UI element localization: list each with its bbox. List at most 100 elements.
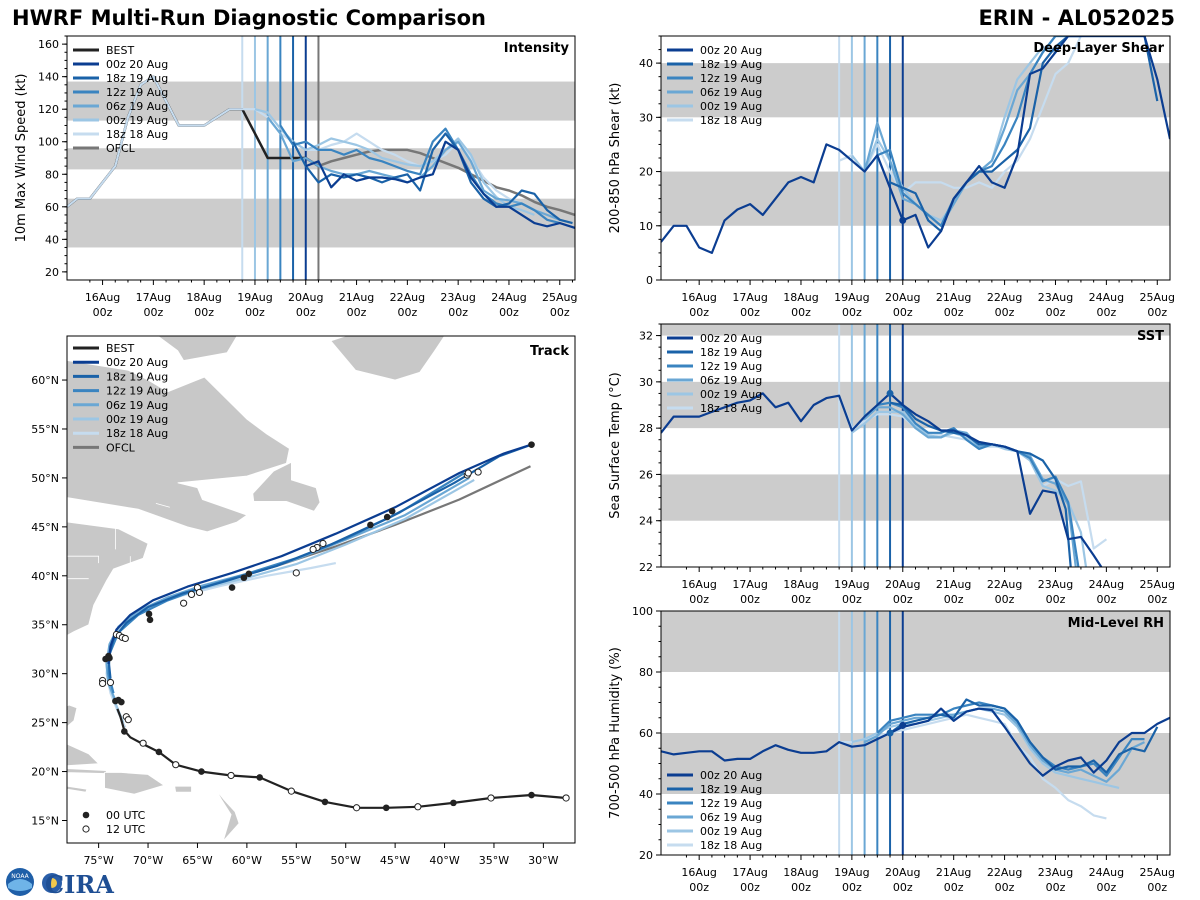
land-2 [252,461,321,512]
legend-label: 06z 19 Aug [700,811,762,824]
init-marker [886,389,894,397]
x-tick-label: 00z [1046,881,1066,894]
x-tick-label: 17Aug [732,578,767,591]
x-tick-label: 00z [791,306,811,319]
y-tick-label: 120 [38,103,59,116]
init-marker [886,729,894,737]
series-00z-20-aug [661,707,1170,777]
marker-12utc [292,569,300,577]
legend-label: 18z 19 Aug [700,783,762,796]
y-tick-label: 60°N [31,374,59,387]
x-tick-label: 60°W [232,854,262,867]
x-tick-label: 19Aug [834,866,869,879]
land-11 [67,704,78,728]
x-tick-label: 18Aug [783,578,818,591]
marker-12utc [474,468,482,476]
panel-rh: 20 40 60 80 100 16Aug 00z 17Aug 00z 18Aug 00z 19Aug… [608,605,1175,894]
y-tick-label: 30 [639,376,653,389]
plot-frame [66,335,576,844]
x-tick-label: 16Aug [681,291,716,304]
x-tick-label: 22Aug [987,578,1022,591]
marker-00utc [146,616,154,624]
y-axis-label: 200-850 hPa Shear (kt) [608,83,623,234]
marker-12utc [180,599,188,607]
land-9 [215,789,240,842]
legend-marker-12utc [82,825,90,833]
marker-12utc [172,761,180,769]
x-tick-label: 00z [740,881,760,894]
x-tick-label: 24Aug [1089,578,1124,591]
marker-00utc [106,654,113,662]
x-tick-label: 00z [499,306,519,319]
legend-label: OFCL [106,142,136,155]
legend-marker-00utc [82,811,90,819]
legend-label: 00z 20 Aug [106,58,168,71]
y-tick-label: 55°N [31,423,59,436]
marker-12utc [98,679,107,688]
legend-label: 12z 19 Aug [700,797,762,810]
marker-12utc [352,804,361,812]
x-tick-label: 19Aug [834,578,869,591]
marker-00utc [388,507,396,515]
x-tick-label: 17Aug [136,291,171,304]
init-marker [899,216,907,224]
x-tick-label: 00z [893,306,913,319]
panel-intensity: 20 40 60 80 100 120 140 160 16Aug 00z 17Aug 00z 18Au… [14,35,578,319]
marker-00utc [528,791,535,799]
band-2 [661,324,1170,336]
cira-logo: CIRA [42,870,114,898]
x-tick-label: 25Aug [1140,291,1175,304]
marker-12utc [414,803,422,811]
y-tick-label: 60 [639,727,653,740]
series-00z-20-aug [661,392,1103,567]
x-tick-label: 16Aug [681,578,716,591]
band-0 [661,474,1170,521]
legend-label: 00z 20 Aug [700,332,762,345]
marker-00utc [145,610,153,618]
marker-00utc [198,768,205,775]
series-18z-19-aug [889,698,1159,774]
legend-label: 12 UTC [106,823,146,836]
marker-00utc [155,748,163,756]
legend-label: 06z 19 Aug [700,86,762,99]
y-tick-label: 80 [45,168,59,181]
x-tick-label: 00z [1147,593,1167,606]
legend-label: 00 UTC [106,809,146,822]
series-18z-19-aug [292,132,573,225]
y-tick-label: 100 [632,605,653,618]
svg-text:NOAA: NOAA [11,873,29,880]
marker-12utc [319,539,327,548]
marker-00utc [367,521,374,529]
x-tick-label: 35°W [479,854,509,867]
panel-sst: 22 24 26 28 30 32 16Aug 00z 17Aug 00z 18Aug 00z 19Au… [608,323,1175,606]
legend-label: 00z 20 Aug [700,44,762,57]
boundary-0 [67,555,99,564]
legend-label: 00z 19 Aug [700,825,762,838]
x-tick-label: 20Aug [885,578,920,591]
marker-12utc [195,588,204,597]
y-tick-label: 22 [639,561,653,574]
x-tick-label: 18Aug [783,866,818,879]
y-tick-label: 30 [639,111,653,124]
panel-shear: 0 10 20 30 40 16Aug 00z 17Aug 00z 18Aug 00z 19Aug 00… [608,35,1175,319]
y-tick-label: 32 [639,330,653,343]
legend-label: 00z 20 Aug [106,356,168,369]
storm-id-title: ERIN - AL052025 [978,6,1175,30]
x-tick-label: 00z [550,306,570,319]
x-tick-label: 16Aug [681,866,716,879]
x-tick-label: 23Aug [1038,291,1073,304]
x-tick-label: 21Aug [936,866,971,879]
marker-12utc [187,590,196,598]
y-tick-label: 10 [639,220,653,233]
x-tick-label: 00z [194,306,214,319]
marker-12utc [309,545,317,553]
panel-title: Intensity [504,41,570,56]
land-6 [104,772,165,795]
x-tick-label: 40°W [429,854,459,867]
land-3 [157,336,238,361]
y-tick-label: 28 [639,422,653,435]
marker-00utc [528,441,535,448]
legend-label: 00z 19 Aug [106,413,168,426]
x-tick-label: 00z [1046,593,1066,606]
x-tick-label: 55°W [281,854,311,867]
